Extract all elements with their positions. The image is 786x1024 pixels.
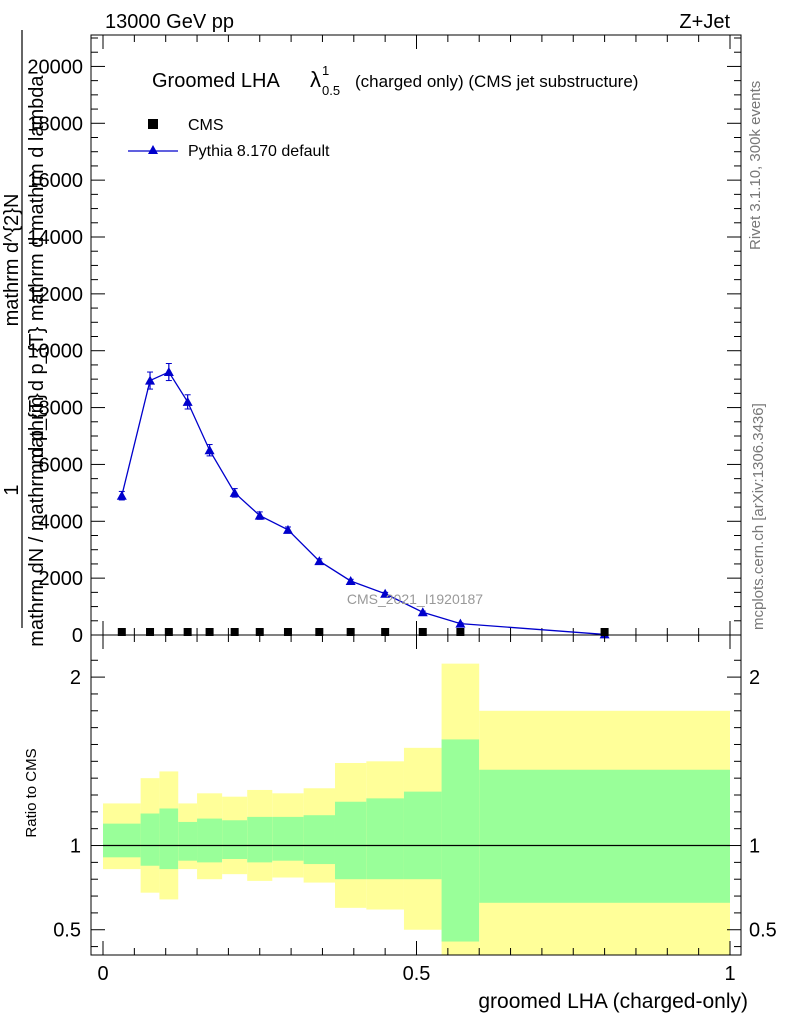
main-ytick-label: 6000 <box>39 454 84 476</box>
ratio-ytick-label-right: 0.5 <box>749 920 777 942</box>
legend-pythia-marker <box>148 145 158 154</box>
main-ytick-label: 12000 <box>27 284 83 306</box>
main-ytick-label: 18000 <box>27 113 83 135</box>
ratio-green-band <box>303 815 335 865</box>
pythia-line <box>121 371 605 636</box>
ratio-green-band <box>159 808 179 870</box>
legend-cms-marker <box>148 119 158 129</box>
ratio-green-band <box>247 816 273 863</box>
cms-point <box>600 628 609 636</box>
legend-cms-label: CMS <box>188 117 224 134</box>
cms-point <box>381 628 390 636</box>
ratio-xtick-label: 1 <box>724 963 735 985</box>
ratio-panel <box>103 663 730 955</box>
rivet-label: Rivet 3.1.10, 300k events <box>747 81 764 250</box>
main-ytick-label: 20000 <box>27 56 83 78</box>
ratio-green-band <box>197 818 223 863</box>
main-data <box>116 363 610 639</box>
pythia-point <box>145 375 156 385</box>
x-axis-label: groomed LHA (charged-only) <box>478 990 748 1013</box>
cms-point <box>205 628 214 636</box>
y-axis-label: 1 mathrm d^{2}N mathrm d p_{T} mathrm d … <box>1 30 48 647</box>
plot-title-main: Groomed LHA <box>152 70 280 92</box>
ratio-ytick-label-left: 1 <box>70 836 81 858</box>
cms-point <box>283 628 292 636</box>
cms-point <box>117 628 126 636</box>
main-ytick-label: 0 <box>72 625 83 647</box>
y-label-line2: mathrm d p_{T} mathrm d mathrm d lambda <box>26 75 48 465</box>
main-ytick-label: 4000 <box>39 511 84 533</box>
cms-point <box>418 628 427 636</box>
main-ytick-label: 10000 <box>27 341 83 363</box>
legend: CMS Pythia 8.170 default <box>128 117 330 160</box>
pythia-point <box>455 618 466 628</box>
pythia-point <box>182 396 193 406</box>
plot-title-sub: 0.5 <box>322 83 340 98</box>
plot-title-rest: (charged only) (CMS jet substructure) <box>355 72 638 91</box>
ratio-xtick-label: 0 <box>97 963 108 985</box>
cms-point <box>230 628 239 636</box>
pythia-point <box>229 487 240 497</box>
ratio-ytick-label-right: 2 <box>749 667 760 689</box>
pythia-point <box>380 588 391 598</box>
y-label-line1: mathrm d^{2}N <box>1 194 23 327</box>
cms-point <box>346 628 355 636</box>
pythia-point <box>254 510 265 520</box>
plot-title-lambda: λ <box>310 67 321 92</box>
ratio-green-band <box>479 769 730 903</box>
watermark: CMS_2021_I1920187 <box>347 591 483 607</box>
ratio-ytick-label-left: 0.5 <box>53 920 81 942</box>
main-axes: 0 2000 4000 6000 8000 10000 12000 14000 16000 180… <box>27 34 742 647</box>
main-ytick-label: 14000 <box>27 227 83 249</box>
main-ytick-label: 8000 <box>39 398 84 420</box>
ratio-green-band <box>178 821 198 861</box>
pythia-point <box>314 556 325 566</box>
y-label-numerator: 1 <box>1 484 23 495</box>
pythia-point <box>116 490 127 500</box>
cms-point <box>456 628 465 636</box>
plot-title: Groomed LHA λ 1 0.5 (charged only) (CMS … <box>152 63 638 98</box>
cms-point <box>164 628 173 636</box>
legend-pythia-label: Pythia 8.170 default <box>188 143 330 160</box>
cms-point <box>255 628 264 636</box>
header-process: Z+Jet <box>679 11 730 33</box>
mcplots-label: mcplots.cern.ch [arXiv:1306.3436] <box>750 403 767 630</box>
ratio-green-band <box>103 823 141 858</box>
ratio-green-band <box>140 813 160 866</box>
ratio-ytick-label-right: 1 <box>749 836 760 858</box>
ratio-ytick-label-left: 2 <box>70 667 81 689</box>
pythia-point <box>282 524 293 534</box>
ratio-green-band <box>441 739 480 942</box>
main-ytick-label: 2000 <box>39 568 84 590</box>
ratio-green-band <box>334 801 367 880</box>
cms-point <box>183 628 192 636</box>
cms-point <box>315 628 324 636</box>
plot-title-sup: 1 <box>322 63 329 78</box>
ratio-green-band <box>272 816 304 861</box>
pythia-point <box>345 575 356 585</box>
ratio-axis-label: Ratio to CMS <box>23 748 40 837</box>
pythia-point <box>417 607 428 617</box>
ratio-green-band <box>403 791 442 880</box>
cms-point <box>146 628 155 636</box>
ratio-green-band <box>366 798 404 880</box>
pythia-point <box>163 367 174 377</box>
y-label-denominator: mathrm dN / mathrm d p_{T} <box>26 393 48 647</box>
ratio-xtick-label: 0.5 <box>403 963 431 985</box>
ratio-green-band <box>222 820 248 859</box>
header-energy: 13000 GeV pp <box>105 11 234 33</box>
pythia-point <box>204 445 215 455</box>
main-ytick-label: 16000 <box>27 170 83 192</box>
ratio-axes: 0.5 0.5 1 1 2 2 0 0.5 1 <box>53 634 777 985</box>
